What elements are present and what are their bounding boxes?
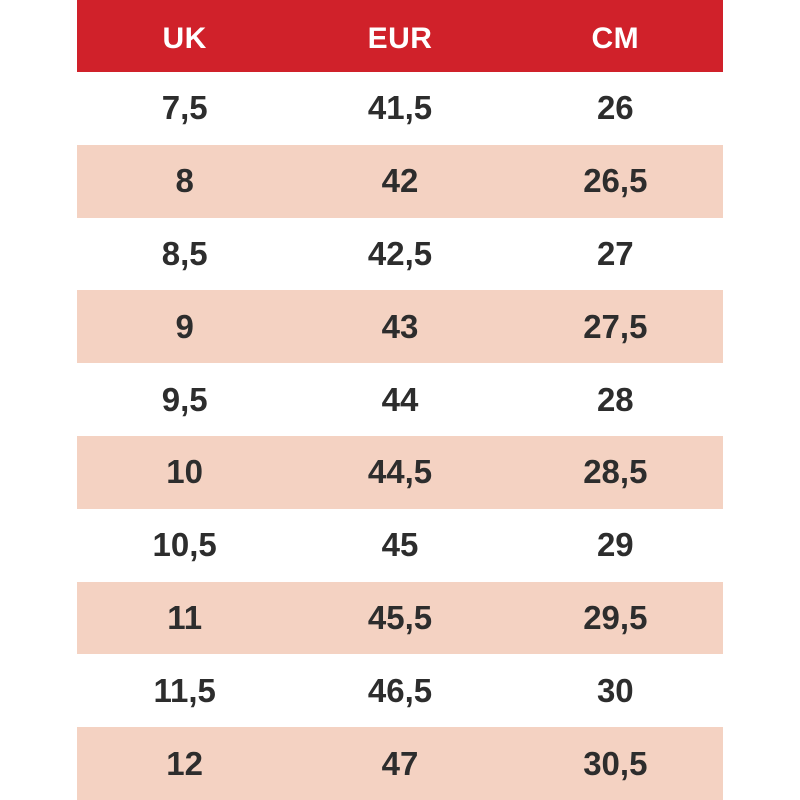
cell-eur: 44 <box>381 380 419 418</box>
cell-cm: 28,5 <box>583 453 648 491</box>
cell-uk: 8,5 <box>161 234 208 272</box>
cell-uk: 9,5 <box>161 380 208 418</box>
table-row: 10,5 45 29 <box>77 508 723 582</box>
cell-cm: 26 <box>596 89 634 127</box>
cell-uk: 8 <box>175 162 194 200</box>
cell-eur: 45 <box>381 526 419 564</box>
cell-eur: 42 <box>381 162 419 200</box>
cell-cm: 30 <box>596 671 634 709</box>
cell-uk: 10 <box>166 453 204 491</box>
cell-eur: 46,5 <box>367 671 433 709</box>
table-row: 8 42 26,5 <box>77 144 723 218</box>
table-row: 8,5 42,5 27 <box>77 217 723 291</box>
cell-uk: 11 <box>167 598 203 636</box>
table-header-row: UK EUR CM <box>77 0 723 72</box>
size-conversion-table: UK EUR CM 7,5 41,5 26 8 42 26,5 8,5 42,5… <box>77 0 723 800</box>
cell-cm: 29,5 <box>583 598 648 636</box>
cell-eur: 44,5 <box>367 453 433 491</box>
table-row: 11 45,5 29,5 <box>77 581 723 655</box>
cell-cm: 27,5 <box>583 307 648 345</box>
cell-eur: 42,5 <box>367 234 433 272</box>
table-row: 11,5 46,5 30 <box>77 654 723 728</box>
column-header-cm: CM <box>591 22 640 55</box>
cell-eur: 41,5 <box>367 89 433 127</box>
column-header-uk: UK <box>162 22 207 55</box>
cell-eur: 43 <box>381 307 419 345</box>
cell-uk: 9 <box>175 307 194 345</box>
table-row: 7,5 41,5 26 <box>77 72 723 145</box>
table-row: 10 44,5 28,5 <box>77 435 723 509</box>
cell-uk: 12 <box>166 744 204 782</box>
cell-cm: 29 <box>596 526 634 564</box>
cell-cm: 28 <box>596 380 634 418</box>
table-row: 12 47 30,5 <box>77 727 723 800</box>
column-header-eur: EUR <box>367 22 433 55</box>
cell-uk: 10,5 <box>152 526 217 564</box>
cell-eur: 45,5 <box>367 598 433 636</box>
cell-eur: 47 <box>381 744 419 782</box>
cell-uk: 11,5 <box>153 671 216 709</box>
table-row: 9 43 27,5 <box>77 290 723 364</box>
cell-cm: 27 <box>596 234 634 272</box>
cell-cm: 30,5 <box>583 744 648 782</box>
table-row: 9,5 44 28 <box>77 363 723 436</box>
cell-cm: 26,5 <box>583 162 648 200</box>
cell-uk: 7,5 <box>161 89 208 127</box>
